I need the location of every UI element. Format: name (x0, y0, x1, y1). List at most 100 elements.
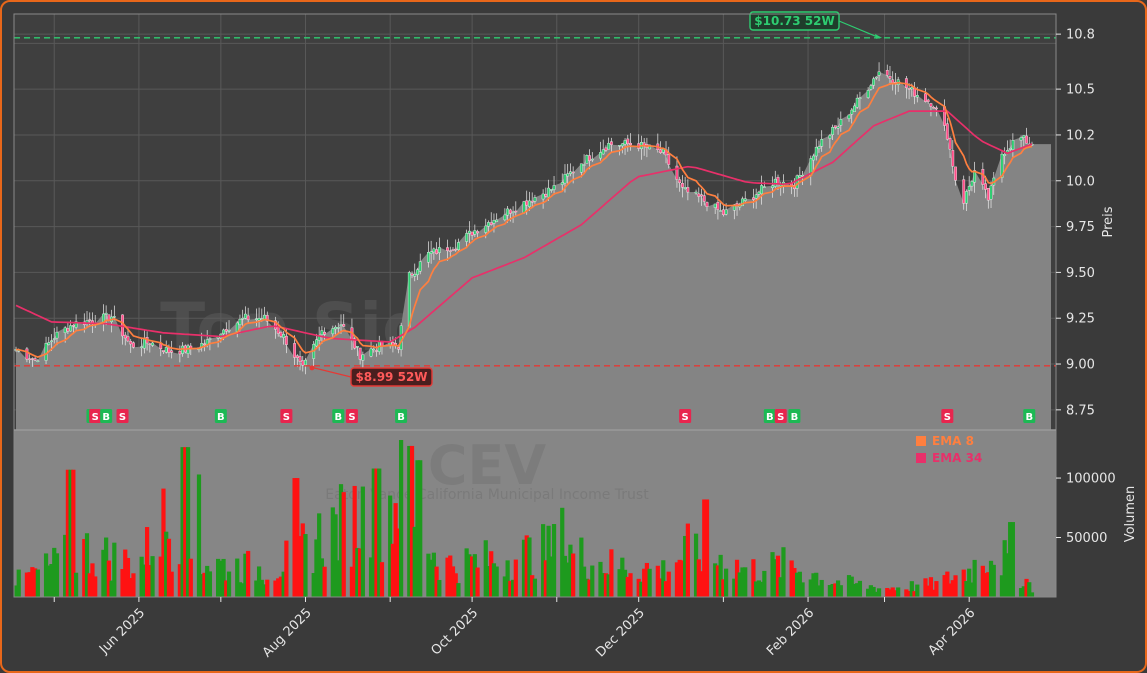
volume-bar (265, 579, 270, 597)
volume-bar (355, 547, 360, 597)
volume-bar (505, 560, 510, 597)
buy-signal-marker (1023, 409, 1036, 423)
volume-bar (923, 578, 928, 597)
volume-bar (226, 571, 232, 597)
candle-body (571, 171, 575, 174)
volume-bar (52, 547, 57, 597)
volume-bar (475, 567, 480, 597)
volume-tick-label: 50000 (1066, 531, 1107, 546)
volume-bar (778, 577, 783, 597)
volume-bar (857, 580, 863, 597)
volume-bar (183, 447, 188, 597)
volume-bar (797, 571, 802, 597)
candle-body (850, 109, 854, 115)
candle-body (123, 334, 127, 339)
volume-bar (967, 568, 972, 597)
candle-body (541, 193, 545, 200)
candle-body (705, 202, 709, 207)
candle-body (913, 88, 916, 97)
volume-bar (68, 469, 73, 597)
volume-bar (415, 460, 420, 597)
volume-bar (284, 540, 289, 597)
candle-body (566, 173, 570, 177)
candle-body (30, 358, 34, 360)
volume-bar (972, 559, 977, 597)
signal-label: B (102, 412, 110, 423)
candle-body (186, 345, 190, 354)
sell-signal-marker (280, 409, 293, 423)
candle-body (142, 338, 146, 349)
candle-body (1022, 135, 1026, 138)
volume-bar (953, 575, 958, 597)
volume-bar (128, 578, 133, 597)
volume-bar (773, 559, 778, 597)
volume-bar (349, 566, 355, 597)
signal-label: B (334, 412, 342, 423)
signal-label: B (1025, 412, 1033, 423)
volume-bar (278, 576, 284, 597)
volume-bar (590, 565, 595, 597)
volume-bar (931, 589, 936, 597)
signal-label: S (119, 412, 126, 423)
candle-body (858, 97, 862, 99)
candle-body (773, 178, 777, 187)
volume-bar (407, 445, 412, 597)
volume-bar (93, 576, 98, 597)
volume-bar (374, 468, 379, 597)
volume-bar (319, 558, 324, 597)
candle-body (301, 360, 305, 366)
volume-bar (338, 484, 344, 597)
volume-bar (961, 569, 966, 597)
volume-bar (890, 587, 895, 597)
volume-bar (754, 581, 759, 597)
volume-bar (73, 572, 79, 597)
volume-bar (811, 573, 816, 597)
candle-body (694, 191, 698, 194)
legend-label: EMA 8 (932, 434, 974, 448)
volume-bar (942, 575, 947, 597)
candle-body (140, 346, 144, 348)
volume-bar (254, 580, 259, 597)
candle-body (132, 342, 135, 348)
candle-body (604, 147, 608, 151)
volume-bar (491, 563, 497, 597)
price-tick-label: 9.25 (1066, 312, 1095, 327)
candle-body (533, 197, 537, 202)
candle-body (951, 150, 955, 167)
volume-bar (49, 564, 54, 597)
buy-signal-marker (395, 409, 408, 423)
volume-bar (199, 574, 204, 597)
volume-bar (84, 533, 90, 597)
candle-body (293, 343, 296, 358)
volume-bar (751, 559, 756, 597)
candle-body (801, 175, 804, 177)
volume-bar (601, 573, 606, 597)
volume-bar (35, 569, 40, 597)
candle-body (962, 179, 966, 204)
candle-body (528, 200, 531, 207)
volume-bar (934, 581, 939, 597)
volume-bar (560, 507, 565, 597)
volume-bar (437, 579, 442, 597)
candle-body (954, 166, 957, 181)
candle-body (514, 210, 518, 213)
volume-bar (1008, 522, 1013, 597)
candle-body (74, 321, 78, 328)
volume-bar (109, 580, 114, 597)
volume-bar (603, 573, 609, 597)
volume-bar (139, 556, 144, 597)
candle-body (626, 138, 630, 145)
candle-body (336, 327, 340, 329)
candle-body (413, 273, 417, 277)
volume-bar (904, 589, 909, 597)
candle-body (915, 95, 919, 98)
volume-bar (368, 557, 374, 597)
candle-body (697, 193, 701, 197)
candle-body (353, 338, 357, 349)
signal-label: S (92, 412, 99, 423)
volume-bar (685, 523, 690, 597)
volume-bar (680, 560, 685, 597)
volume-bar (606, 574, 611, 597)
volume-bar (377, 468, 382, 597)
